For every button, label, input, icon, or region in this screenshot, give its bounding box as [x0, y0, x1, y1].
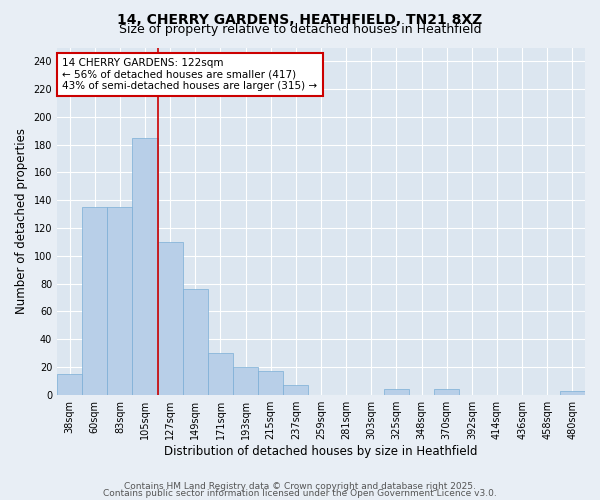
Bar: [57, 374, 82, 394]
Bar: [183, 289, 208, 395]
Bar: [258, 371, 283, 394]
Bar: [560, 390, 585, 394]
Bar: [434, 389, 459, 394]
Text: Contains HM Land Registry data © Crown copyright and database right 2025.: Contains HM Land Registry data © Crown c…: [124, 482, 476, 491]
X-axis label: Distribution of detached houses by size in Heathfield: Distribution of detached houses by size …: [164, 444, 478, 458]
Text: Size of property relative to detached houses in Heathfield: Size of property relative to detached ho…: [119, 22, 481, 36]
Bar: [208, 353, 233, 395]
Text: Contains public sector information licensed under the Open Government Licence v3: Contains public sector information licen…: [103, 489, 497, 498]
Text: 14 CHERRY GARDENS: 122sqm
← 56% of detached houses are smaller (417)
43% of semi: 14 CHERRY GARDENS: 122sqm ← 56% of detac…: [62, 58, 317, 91]
Bar: [283, 385, 308, 394]
Bar: [384, 389, 409, 394]
Bar: [158, 242, 183, 394]
Bar: [133, 138, 158, 394]
Bar: [107, 207, 133, 394]
Bar: [233, 367, 258, 394]
Bar: [82, 207, 107, 394]
Y-axis label: Number of detached properties: Number of detached properties: [15, 128, 28, 314]
Text: 14, CHERRY GARDENS, HEATHFIELD, TN21 8XZ: 14, CHERRY GARDENS, HEATHFIELD, TN21 8XZ: [118, 12, 482, 26]
